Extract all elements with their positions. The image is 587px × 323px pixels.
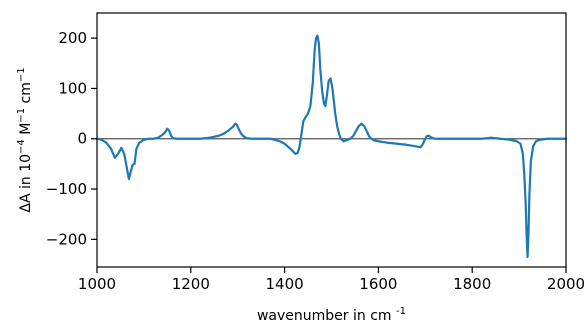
- x-tick-label: 1200: [172, 275, 210, 293]
- x-tick-label: 1400: [266, 275, 304, 293]
- x-tick-label: 1000: [78, 275, 116, 293]
- y-tick-label: 0: [77, 130, 87, 148]
- y-tick-label: 200: [58, 29, 87, 47]
- y-tick-label: 100: [58, 79, 87, 97]
- y-axis-label-exponent: −4: [16, 139, 27, 154]
- series-line-0: [95, 34, 568, 259]
- y-tick-label: −200: [46, 230, 87, 248]
- y-axis-label-text: cm: [18, 82, 34, 108]
- y-axis-label: ΔA in 10−4 M−1 cm−1: [16, 67, 34, 212]
- x-tick-label: 1600: [359, 275, 397, 293]
- axes-frame: [96, 12, 567, 268]
- y-axis-label-exponent: −1: [16, 67, 27, 82]
- y-axis-label-exponent: −1: [16, 108, 27, 123]
- x-tick-label: 1800: [453, 275, 491, 293]
- y-tick-label: −100: [46, 180, 87, 198]
- x-axis-ticks: 1000 1200 1400 1600 1800 2000: [78, 267, 585, 293]
- x-axis-label-main: wavenumber in cm: [257, 308, 392, 323]
- x-tick-label: 2000: [547, 275, 585, 293]
- series-group: [95, 34, 568, 259]
- y-axis-label-text: ΔA in 10: [18, 154, 34, 213]
- y-axis-label-text: M: [18, 123, 34, 140]
- x-axis-label-exponent: -1: [396, 306, 406, 317]
- x-axis-label: wavenumber in cm -1: [257, 306, 406, 323]
- y-axis-ticks: 200 100 0 −100 −200: [46, 29, 97, 248]
